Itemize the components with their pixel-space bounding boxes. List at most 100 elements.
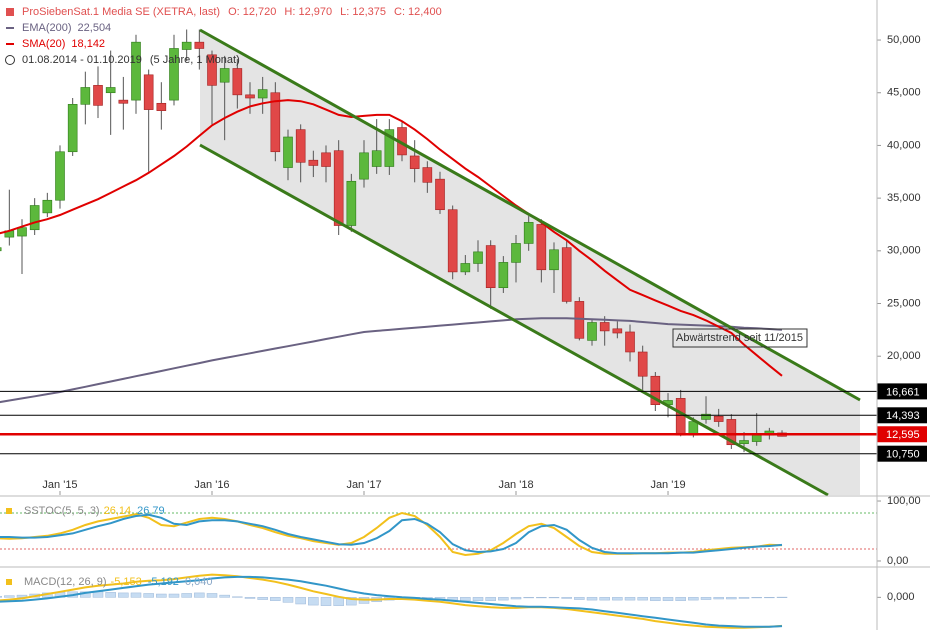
histogram-bar — [650, 597, 661, 601]
legend-name: EMA(200) — [22, 22, 72, 34]
level-label: 16,661 — [886, 386, 920, 398]
histogram-bar — [624, 597, 636, 601]
candle-body — [207, 54, 217, 86]
candle-body — [67, 104, 78, 153]
histogram-bar — [637, 597, 648, 601]
candle-body — [447, 209, 458, 273]
level-label: 14,393 — [886, 410, 920, 422]
candle-body — [561, 247, 572, 302]
legend-value: 26,14 — [104, 505, 132, 517]
indicator-line — [0, 575, 783, 628]
histogram-bar — [257, 597, 268, 600]
candle-body — [498, 262, 509, 289]
candle-body — [80, 87, 91, 105]
histogram-bar — [206, 593, 218, 598]
histogram-bar — [485, 597, 496, 601]
period: 01.08.2014 - 01.10.2019 — [22, 54, 142, 66]
histogram-bar — [751, 597, 762, 599]
candle-body — [612, 328, 623, 334]
candle-body — [422, 167, 433, 183]
histogram-bar — [181, 593, 192, 598]
candle-body — [359, 152, 369, 180]
histogram-bar — [156, 593, 167, 598]
histogram-bar — [510, 597, 522, 600]
candle-body — [409, 155, 420, 169]
histogram-bar — [232, 596, 243, 598]
legend-icon — [6, 8, 14, 16]
candle-body — [726, 419, 737, 446]
candle-body — [333, 150, 344, 226]
candle-body — [473, 251, 483, 264]
candle-body — [346, 180, 357, 226]
candle-body — [485, 245, 496, 289]
histogram-bar — [548, 597, 560, 599]
histogram-bar — [561, 597, 572, 599]
candle-body — [232, 68, 243, 96]
candle-body — [460, 263, 471, 273]
trend-lower — [199, 143, 829, 497]
indicator-line — [0, 573, 783, 629]
candle-body — [511, 243, 521, 263]
level-badge — [877, 445, 927, 462]
candle-body — [713, 415, 724, 422]
ohlc-label: H: 12,970 — [284, 6, 332, 18]
histogram-bar — [726, 597, 737, 600]
histogram-bar — [472, 597, 484, 601]
histogram-bar — [346, 597, 357, 606]
histogram-bar — [308, 597, 319, 606]
candle-body — [105, 87, 116, 94]
histogram-bar — [130, 592, 142, 598]
candle-body — [42, 199, 53, 214]
histogram-bar — [244, 597, 256, 599]
histogram-bar — [523, 597, 534, 599]
candle-body — [181, 41, 192, 50]
histogram-bar — [713, 597, 724, 600]
legend-name: SMA(20) — [22, 38, 65, 50]
annotation: Abwärtstrend seit 11/2015 — [676, 332, 803, 344]
ohlc-label: L: 12,375 — [340, 6, 386, 18]
candle-body — [93, 85, 103, 106]
histogram-bar — [219, 594, 230, 598]
period-note: (5 Jahre, 1 Monat) — [150, 54, 240, 66]
legend-value: 26,79 — [137, 505, 165, 517]
candle-body — [371, 150, 382, 167]
candle-body — [701, 413, 711, 420]
histogram-bar — [270, 597, 281, 601]
candle-body — [219, 68, 230, 83]
histogram-bar — [16, 594, 28, 598]
candle-body — [169, 48, 179, 101]
candle-body — [270, 92, 281, 153]
legend-name: MACD(12, 26, 9) — [24, 576, 107, 588]
candle-body — [257, 89, 268, 99]
ohlc-label: O: 12,720 — [228, 6, 276, 18]
histogram-bar — [586, 597, 598, 601]
candle-body — [283, 136, 293, 168]
histogram-bar — [105, 592, 116, 598]
y-tick-label: 35,000 — [887, 192, 921, 204]
level-label: 10,750 — [886, 449, 920, 461]
candle-body — [435, 178, 445, 211]
histogram-bar — [612, 597, 623, 601]
y-tick-label: 0,000 — [887, 591, 915, 603]
candle-body — [536, 224, 547, 271]
histogram-bar — [4, 595, 15, 598]
legend-value: -5,192 — [148, 576, 179, 588]
x-tick-label: Jan '16 — [194, 479, 229, 491]
candle-body — [245, 94, 255, 99]
level-badge — [877, 426, 927, 443]
x-tick-label: Jan '17 — [346, 479, 381, 491]
candle-body — [637, 351, 648, 377]
legend-value: 18,142 — [71, 38, 105, 50]
histogram-bar — [675, 597, 686, 601]
y-tick-label: 20,000 — [887, 350, 921, 362]
indicator-line — [0, 99, 783, 377]
candle-body — [118, 99, 129, 104]
candle-body — [17, 227, 27, 237]
candle-body — [321, 152, 331, 167]
candle-body — [0, 247, 2, 252]
candle-body — [29, 205, 40, 231]
histogram-bar — [738, 597, 750, 599]
x-tick-label: Jan '19 — [650, 479, 685, 491]
